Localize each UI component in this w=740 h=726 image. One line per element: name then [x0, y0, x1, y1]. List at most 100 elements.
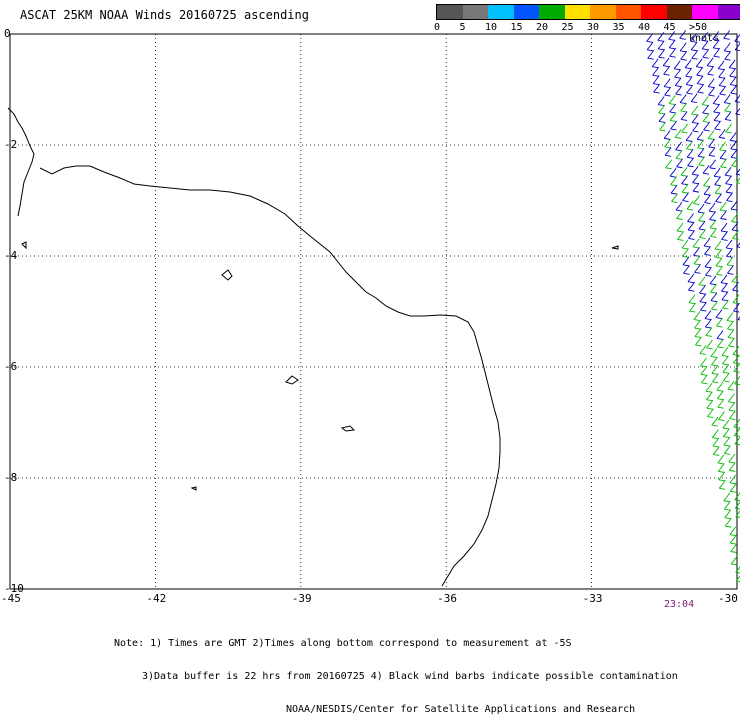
wind-barb: [699, 213, 705, 222]
wind-barb: [654, 84, 660, 93]
wind-barb: [677, 211, 683, 220]
wind-barb: [728, 338, 734, 347]
wind-barb: [712, 374, 718, 383]
wind-barb: [688, 222, 694, 231]
island: [612, 246, 618, 249]
wind-barb: [709, 203, 715, 212]
wind-barb: [723, 373, 729, 382]
wind-barb: [730, 483, 736, 492]
wind-barb: [719, 472, 725, 481]
wind-barb: [704, 186, 710, 195]
wind-barb: [702, 97, 708, 106]
wind-barb: [682, 184, 688, 193]
wind-barb: [694, 264, 700, 273]
wind-barb: [731, 85, 737, 94]
wind-barb: [681, 51, 687, 60]
wind-barb: [699, 157, 705, 166]
wind-barb: [721, 283, 727, 292]
wind-barb: [721, 211, 727, 220]
wind-barb: [696, 59, 702, 68]
wind-barb: [712, 430, 718, 439]
wind-barb: [697, 131, 703, 140]
wind-barb: [664, 66, 670, 75]
wind-barb: [735, 500, 740, 509]
wind-barb: [695, 328, 701, 337]
wind-barb: [707, 58, 713, 67]
wind-barb: [725, 51, 731, 60]
wind-barb: [704, 246, 710, 255]
wind-barb: [718, 399, 724, 408]
wind-barb: [691, 33, 697, 42]
wind-barb: [675, 78, 681, 87]
wind-barb: [719, 78, 725, 87]
wind-barb: [732, 230, 738, 239]
wind-barb: [705, 319, 711, 328]
wind-barb: [665, 87, 671, 96]
wind-barb: [694, 312, 700, 321]
wind-barb: [712, 417, 718, 426]
wind-barb: [688, 274, 694, 283]
wind-barb: [682, 248, 688, 257]
wind-barb: [727, 193, 733, 202]
wind-barb: [711, 301, 717, 310]
wind-barb: [700, 345, 706, 354]
wind-barb: [670, 112, 676, 121]
wind-barb: [671, 121, 677, 130]
note-line: 3)Data buffer is 22 hrs from 20160725 4)…: [114, 671, 678, 682]
wind-barb: [693, 183, 699, 192]
footnotes: Note: 1) Times are GMT 2)Times along bot…: [114, 616, 678, 726]
graticule: [10, 34, 737, 589]
wind-barb: [719, 480, 725, 489]
wind-barb: [648, 50, 654, 59]
wind-barb: [663, 58, 669, 67]
wind-barb: [716, 194, 722, 203]
wind-barb: [731, 149, 737, 158]
y-tick-label: -6: [4, 360, 17, 373]
wind-barb: [723, 429, 729, 438]
wind-barb: [729, 411, 735, 420]
wind-barb: [659, 113, 665, 122]
wind-barb: [720, 86, 726, 95]
wind-barb: [652, 59, 658, 68]
wind-barb: [697, 76, 703, 85]
wind-barb: [706, 392, 712, 401]
map-frame: [10, 34, 737, 589]
wind-barb: [731, 556, 737, 565]
wind-barb: [724, 437, 730, 446]
wind-barb: [671, 185, 677, 194]
island: [192, 487, 196, 490]
wind-barb: [694, 196, 700, 205]
x-tick-label: -39: [292, 592, 312, 605]
wind-barb: [705, 267, 711, 276]
wind-barb: [688, 158, 694, 167]
wind-barb: [687, 141, 693, 150]
wind-barb: [705, 311, 711, 320]
wind-barb: [671, 177, 677, 186]
wind-barb: [669, 40, 675, 49]
wind-barb: [703, 113, 709, 122]
wind-barb: [664, 130, 670, 139]
wind-barb: [725, 103, 731, 112]
wind-barb: [674, 61, 680, 70]
wind-barb: [709, 147, 715, 156]
wind-barb: [707, 409, 713, 418]
wind-barb: [729, 462, 735, 471]
wind-barb: [721, 275, 727, 284]
wind-barb: [724, 30, 730, 39]
wind-barb: [725, 111, 731, 120]
wind-barb: [718, 412, 724, 421]
time-label: 23:04: [664, 599, 694, 610]
wind-barb: [706, 340, 712, 349]
wind-barb: [724, 43, 730, 52]
wind-barb: [715, 121, 721, 130]
wind-barb: [689, 295, 695, 304]
wind-barb: [735, 42, 740, 51]
wind-barb: [647, 42, 653, 51]
wind-barb: [721, 231, 727, 240]
wind-barb: [715, 241, 721, 250]
wind-barb: [724, 445, 730, 454]
wind-barb: [653, 67, 659, 76]
wind-barb: [676, 86, 682, 95]
wind-barb: [670, 48, 676, 57]
wind-barb: [708, 130, 714, 139]
